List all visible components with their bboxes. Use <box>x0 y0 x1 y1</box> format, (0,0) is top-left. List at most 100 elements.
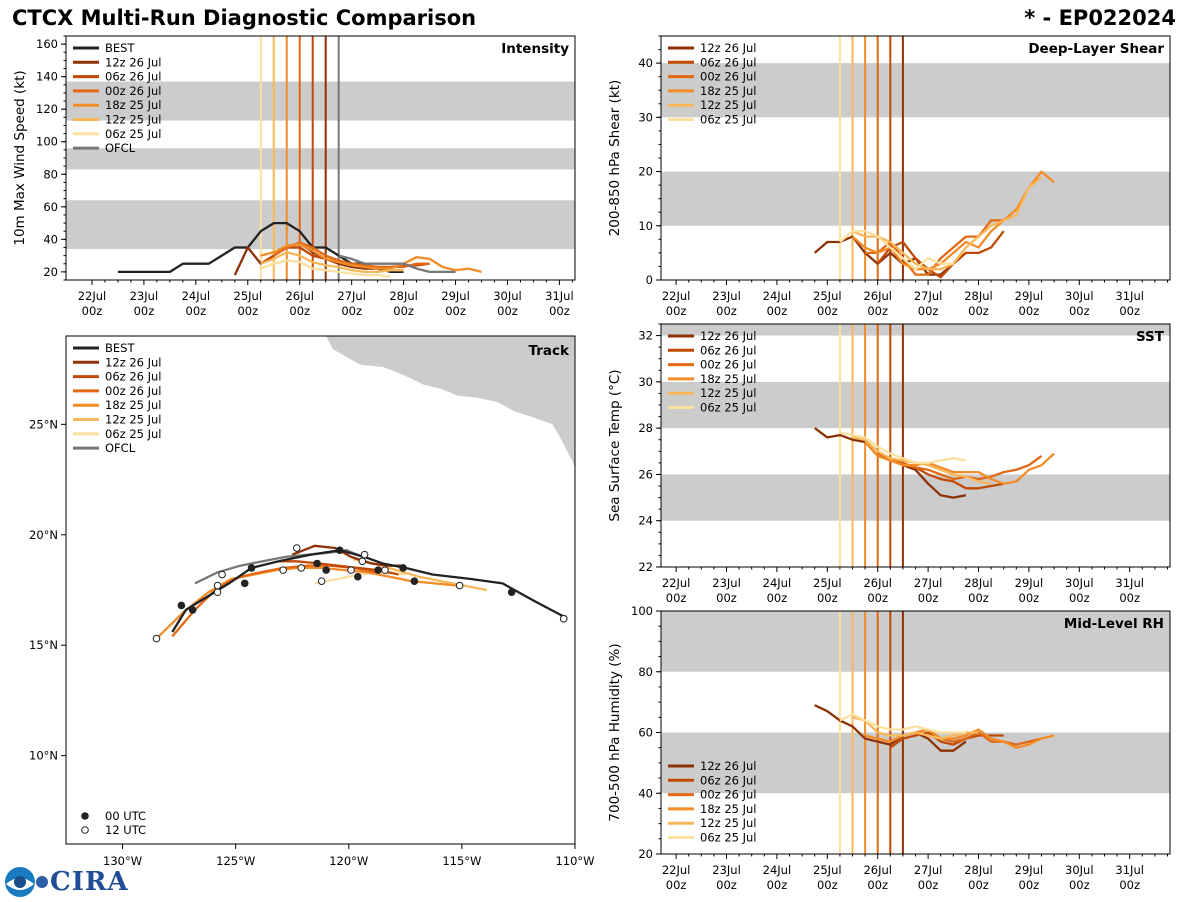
y-tick-label: 15°N <box>29 638 58 652</box>
x-tick-label-hour: 00z <box>393 304 414 318</box>
legend-label: 00z 26 Jul <box>700 788 757 802</box>
series-line <box>864 441 1055 485</box>
y-tick-label: 160 <box>36 37 58 51</box>
x-tick-label-date: 31Jul <box>1115 289 1144 303</box>
x-tick-label-hour: 00z <box>1019 591 1040 605</box>
marker-12utc <box>297 564 306 572</box>
shaded-band <box>661 171 1170 226</box>
x-tick-label-hour: 00z <box>817 304 838 318</box>
marker-12utc <box>317 577 326 585</box>
x-tick-label-hour: 00z <box>817 591 838 605</box>
marker-12utc <box>279 566 287 574</box>
x-tick-label-date: 29Jul <box>1015 863 1044 877</box>
y-tick-label: 140 <box>36 70 58 84</box>
x-tick-label-date: 23Jul <box>130 289 159 303</box>
y-tick-label: 120 <box>36 102 58 116</box>
x-tick-label-hour: 00z <box>867 878 888 892</box>
marker-legend-label: 12 UTC <box>105 823 146 837</box>
legend-label: 12z 26 Jul <box>105 55 162 69</box>
legend-label: 06z 26 Jul <box>700 343 757 357</box>
panel-label: Intensity <box>501 41 569 57</box>
marker-00utc <box>177 601 186 610</box>
marker-00utc <box>247 564 256 572</box>
marker-00utc <box>354 572 362 581</box>
y-tick-label: 20 <box>638 165 653 179</box>
x-tick-label-hour: 00z <box>549 304 570 318</box>
x-tick-label-date: 24Jul <box>763 863 792 877</box>
y-tick-label: 28 <box>638 421 653 435</box>
x-tick-label-hour: 00z <box>817 878 838 892</box>
x-tick-label-date: 26Jul <box>863 863 892 877</box>
x-tick-label-hour: 00z <box>1069 878 1090 892</box>
x-tick-label-hour: 00z <box>716 878 737 892</box>
legend-label: 00z 26 Jul <box>105 84 162 98</box>
legend-label: 12z 25 Jul <box>105 113 162 127</box>
marker-12utc <box>218 570 226 579</box>
x-tick-label-hour: 00z <box>445 304 466 318</box>
noaa-logo-icon <box>5 867 48 897</box>
x-tick-label-hour: 00z <box>289 304 310 318</box>
legend-label: 18z 25 Jul <box>105 398 162 412</box>
legend-label: 12z 26 Jul <box>700 41 757 55</box>
x-tick-label-date: 26Jul <box>285 289 314 303</box>
legend-label: 12z 25 Jul <box>105 413 162 427</box>
x-tick-label-date: 31Jul <box>545 289 574 303</box>
series-line <box>839 713 966 734</box>
legend-label: OFCL <box>105 441 136 455</box>
x-tick-label-hour: 00z <box>867 591 888 605</box>
legend-label: 00z 26 Jul <box>105 384 162 398</box>
legend-label: 12z 25 Jul <box>700 386 757 400</box>
x-tick-label-hour: 00z <box>82 304 103 318</box>
shaded-band <box>661 611 1170 672</box>
marker-00utc <box>188 606 197 614</box>
legend-label: 18z 25 Jul <box>105 98 162 112</box>
legend-label: 06z 25 Jul <box>105 427 162 441</box>
x-tick-label-date: 30Jul <box>1065 863 1094 877</box>
y-tick-label: 0 <box>646 273 653 287</box>
shear-panel: 01020304022Jul00z23Jul00z24Jul00z25Jul00… <box>607 35 1171 318</box>
marker-00utc <box>507 588 516 597</box>
legend-label: 12z 25 Jul <box>700 98 757 112</box>
marker-00utc <box>410 577 419 585</box>
legend-label: 12z 26 Jul <box>700 759 757 773</box>
series-line <box>876 230 1005 279</box>
marker-00utc <box>374 566 382 574</box>
shaded-band <box>66 200 575 250</box>
marker-12utc <box>381 566 389 574</box>
marker-12utc <box>559 614 568 623</box>
marker-12utc <box>213 588 222 597</box>
x-tick-label: 125°W <box>216 854 255 868</box>
legend-label: 06z 26 Jul <box>105 370 162 384</box>
x-tick-label: 110°W <box>555 854 594 868</box>
y-tick-label: 80 <box>638 665 653 679</box>
legend-label: BEST <box>105 41 135 55</box>
series-line <box>851 170 1055 271</box>
marker-12utc <box>455 581 464 590</box>
x-tick-label-hour: 00z <box>867 304 888 318</box>
legend-label: 06z 25 Jul <box>700 401 757 415</box>
sst-panel: 22242628303222Jul00z23Jul00z24Jul00z25Ju… <box>607 323 1171 605</box>
x-tick-label-date: 28Jul <box>964 289 993 303</box>
x-tick-label-date: 24Jul <box>763 289 792 303</box>
series-line <box>852 716 979 740</box>
series-line <box>852 176 1043 271</box>
marker-legend-label: 00 UTC <box>105 809 146 823</box>
legend-label: 12z 26 Jul <box>105 355 162 369</box>
legend-label: 06z 26 Jul <box>700 55 757 69</box>
x-tick-label: 130°W <box>103 854 142 868</box>
shaded-band <box>66 148 575 170</box>
x-tick-label-hour: 00z <box>716 304 737 318</box>
marker-00utc <box>335 546 344 555</box>
x-tick-label: 120°W <box>329 854 368 868</box>
x-tick-label-date: 28Jul <box>964 863 993 877</box>
x-tick-label-date: 26Jul <box>863 576 892 590</box>
y-tick-label: 10°N <box>29 749 58 763</box>
x-tick-label-date: 27Jul <box>914 289 943 303</box>
x-tick-label-hour: 00z <box>666 304 687 318</box>
panel-label: Mid-Level RH <box>1064 616 1164 632</box>
x-tick-label-date: 22Jul <box>78 289 107 303</box>
y-tick-label: 100 <box>36 135 58 149</box>
y-tick-label: 10 <box>638 219 653 233</box>
x-tick-label-hour: 00z <box>767 591 788 605</box>
x-tick-label-date: 27Jul <box>914 863 943 877</box>
